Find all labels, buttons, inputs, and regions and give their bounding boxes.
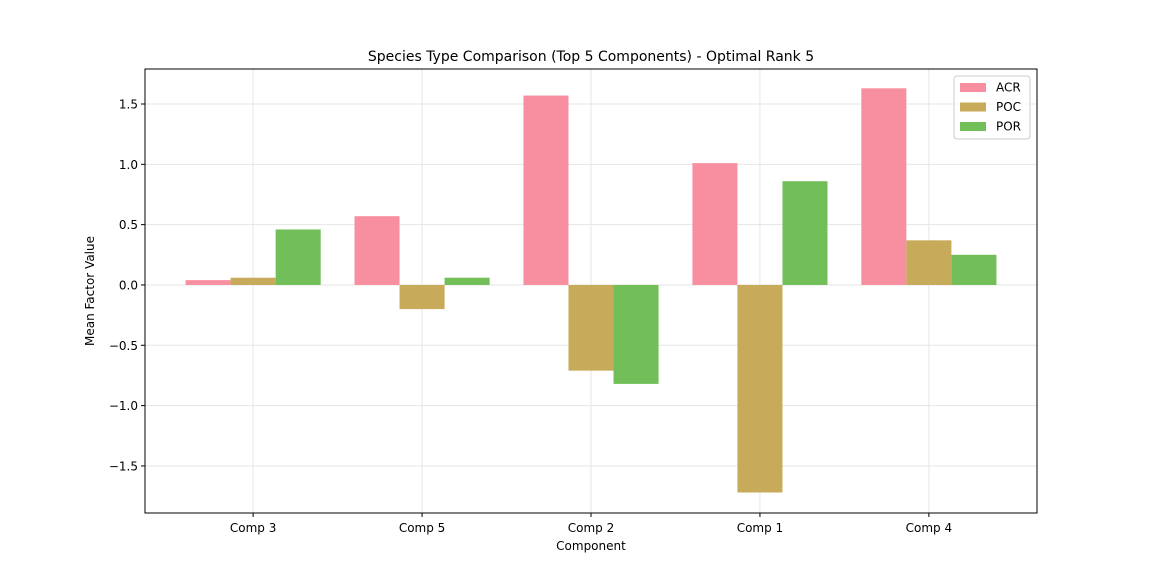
x-tick-label: Comp 4 — [906, 521, 952, 535]
bar-por — [782, 181, 828, 285]
bar-poc — [568, 284, 614, 371]
x-tick-label: Comp 1 — [737, 521, 783, 535]
bar-acr — [861, 88, 907, 285]
bar-poc — [230, 277, 276, 285]
y-tick-label: 1.0 — [119, 158, 138, 172]
bar-poc — [906, 240, 952, 285]
bar-por — [275, 229, 321, 285]
y-tick-label: −0.5 — [109, 339, 138, 353]
bar-acr — [692, 163, 738, 285]
legend-label: POC — [996, 100, 1021, 114]
legend: ACR POC POR — [953, 75, 1031, 140]
x-axis: Comp 3 Comp 5 Comp 2 Comp 1 Comp 4 — [230, 513, 952, 535]
y-tick-label: −1.0 — [109, 399, 138, 413]
bars — [185, 88, 997, 493]
bar-acr — [523, 95, 569, 285]
legend-label: ACR — [996, 81, 1021, 95]
y-tick-label: −1.5 — [109, 459, 138, 473]
legend-label: POR — [996, 120, 1021, 134]
bar-acr — [354, 216, 400, 285]
bar-poc — [399, 284, 445, 310]
x-tick-label: Comp 2 — [568, 521, 614, 535]
bar-por — [613, 284, 659, 384]
y-tick-label: 0.0 — [119, 278, 138, 292]
bar-por — [951, 254, 997, 285]
x-tick-label: Comp 5 — [399, 521, 445, 535]
x-axis-label: Component — [556, 539, 626, 553]
chart-title: Species Type Comparison (Top 5 Component… — [368, 49, 814, 65]
y-axis: −1.5 −1.0 −0.5 0.0 0.5 1.0 1.5 — [109, 97, 145, 473]
legend-swatch-por — [960, 122, 986, 131]
bar-poc — [737, 284, 783, 493]
y-tick-label: 1.5 — [119, 97, 138, 111]
bar-por — [444, 277, 490, 285]
x-tick-label: Comp 3 — [230, 521, 276, 535]
bar-acr — [185, 280, 231, 285]
legend-swatch-poc — [960, 102, 986, 112]
y-tick-label: 0.5 — [119, 218, 138, 232]
y-axis-label: Mean Factor Value — [83, 236, 97, 346]
legend-swatch-acr — [960, 83, 986, 92]
